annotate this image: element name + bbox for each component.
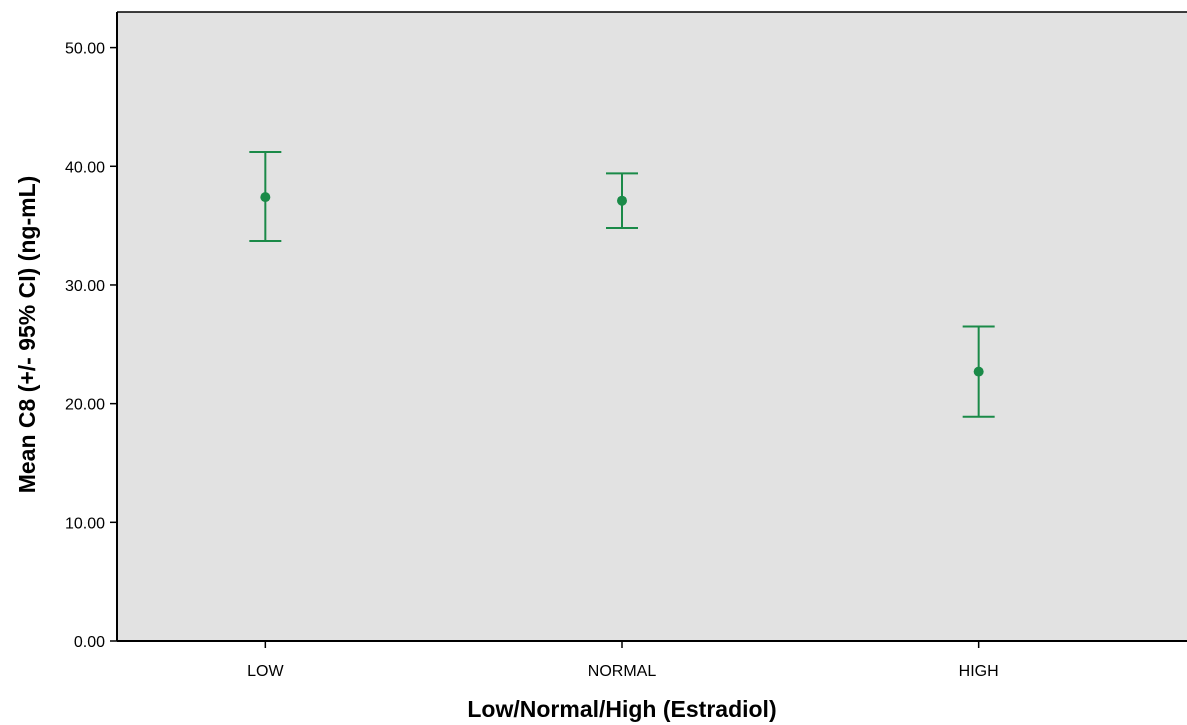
mean-point <box>260 192 271 203</box>
y-tick-label: 30.00 <box>65 278 105 295</box>
x-tick-label-normal: NORMAL <box>588 663 657 680</box>
error-bar-low <box>249 151 282 243</box>
mean-point <box>973 366 984 377</box>
error-bar-normal <box>606 172 638 229</box>
x-tick-label-high: HIGH <box>959 663 999 680</box>
y-tick-label: 0.00 <box>74 634 105 651</box>
y-axis-title: Mean C8 (+/- 95% CI) (ng-mL) <box>14 176 40 494</box>
x-axis-title: Low/Normal/High (Estradiol) <box>467 696 776 722</box>
y-tick-label: 10.00 <box>65 515 105 532</box>
x-tick-label-low: LOW <box>247 663 284 680</box>
plot-area <box>117 12 1187 641</box>
y-tick-label: 20.00 <box>65 397 105 414</box>
y-tick-label: 50.00 <box>65 41 105 58</box>
mean-point <box>617 195 627 206</box>
error-bar-high <box>962 325 995 418</box>
error-bars-group <box>249 151 995 418</box>
axes-group: 0.00 10.00 20.00 30.00 40.00 50.00 LOW NORMAL HI… <box>65 11 1187 680</box>
y-tick-label: 40.00 <box>65 159 105 176</box>
